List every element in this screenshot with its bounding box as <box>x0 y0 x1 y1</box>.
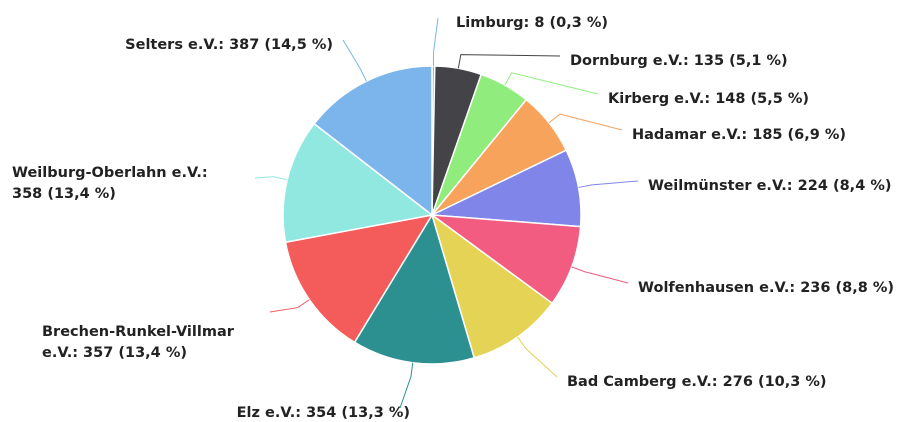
connector <box>269 299 310 313</box>
data-label: Selters e.V.: 387 (14,5 %) <box>125 37 333 53</box>
pie-slice <box>313 65 433 217</box>
label-line: Elz e.V.: 354 (13,3 %) <box>237 405 410 421</box>
label-line: Weilburg-Oberlahn e.V.: <box>12 165 208 181</box>
label-line: Bad Camberg e.V.: 276 (10,3 %) <box>567 374 827 390</box>
label-line: Hadamar e.V.: 185 (6,9 %) <box>632 127 846 143</box>
data-label: Weilmünster e.V.: 224 (8,4 %) <box>648 178 891 194</box>
data-label: Kirberg e.V.: 148 (5,5 %) <box>608 91 809 107</box>
connector <box>578 180 639 188</box>
label-line: Dornburg e.V.: 135 (5,1 %) <box>570 53 788 69</box>
data-label: Elz e.V.: 354 (13,3 %) <box>237 405 410 421</box>
pie-slice <box>430 213 554 359</box>
data-label: Wolfenhausen e.V.: 236 (8,8 %) <box>638 280 894 296</box>
pie-slice <box>353 213 476 365</box>
pie-slice <box>284 213 434 344</box>
connector <box>548 113 623 131</box>
pie-slice <box>429 214 582 305</box>
connector <box>342 39 367 82</box>
label-line: Weilmünster e.V.: 224 (8,4 %) <box>648 178 891 194</box>
label-line: e.V.: 357 (13,4 %) <box>42 345 187 361</box>
data-label: Brechen-Runkel-Villmar e.V.: 357 (13,4 %) <box>42 324 235 361</box>
label-line: 358 (13,4 %) <box>12 186 116 202</box>
data-label: Dornburg e.V.: 135 (5,1 %) <box>570 53 788 69</box>
connector <box>571 266 629 284</box>
connector <box>457 54 561 69</box>
connector <box>517 336 558 378</box>
label-line: Selters e.V.: 387 (14,5 %) <box>125 37 333 53</box>
data-label: Limburg: 8 (0,3 %) <box>456 15 608 31</box>
label-line: Kirberg e.V.: 148 (5,5 %) <box>608 91 809 107</box>
connector <box>432 17 439 67</box>
connector <box>399 362 414 409</box>
data-label: Bad Camberg e.V.: 276 (10,3 %) <box>567 374 827 390</box>
label-line: Wolfenhausen e.V.: 236 (8,8 %) <box>638 280 894 296</box>
label-line: Brechen-Runkel-Villmar <box>42 324 235 340</box>
connector <box>254 176 288 181</box>
data-label: Hadamar e.V.: 185 (6,9 %) <box>632 127 846 143</box>
label-line: Limburg: 8 (0,3 %) <box>456 15 608 31</box>
data-label: Weilburg-Oberlahn e.V.: 358 (13,4 %) <box>12 165 208 202</box>
connector <box>504 72 599 95</box>
pie-slice <box>282 122 434 244</box>
